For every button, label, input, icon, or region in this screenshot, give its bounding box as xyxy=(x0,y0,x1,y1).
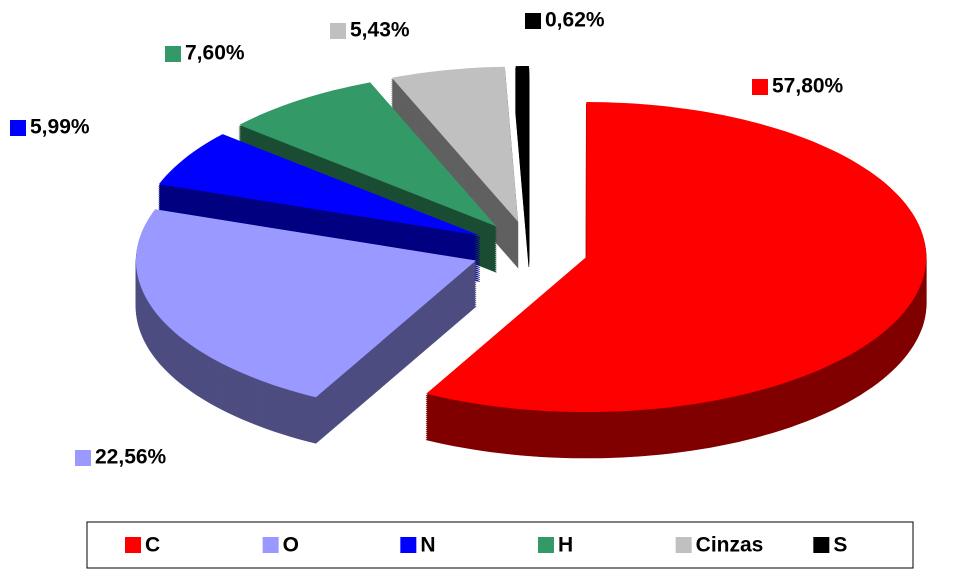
slice xyxy=(426,102,927,412)
legend-label: N xyxy=(420,534,435,557)
legend-swatch xyxy=(125,537,141,553)
label-swatch xyxy=(75,450,91,466)
slice xyxy=(158,134,480,236)
legend-label: O xyxy=(283,534,299,557)
data-label: 5,99% xyxy=(30,116,90,139)
data-label: 22,56% xyxy=(95,446,167,469)
slice xyxy=(391,66,518,222)
legend-label: H xyxy=(558,534,573,557)
legend-swatch xyxy=(538,537,554,553)
slice xyxy=(515,66,529,222)
label-swatch xyxy=(10,120,26,136)
label-swatch xyxy=(165,46,181,62)
data-label: 5,43% xyxy=(350,19,410,42)
legend-swatch xyxy=(262,537,279,553)
legend-label: C xyxy=(145,534,160,557)
legend-label: Cinzas xyxy=(696,534,764,557)
slice xyxy=(239,82,497,227)
legend-swatch xyxy=(813,537,830,553)
label-swatch xyxy=(752,79,768,95)
data-label: 0,62% xyxy=(545,9,605,32)
legend-swatch xyxy=(400,537,417,553)
data-label: 7,60% xyxy=(185,42,245,65)
label-swatch xyxy=(330,23,346,39)
label-swatch xyxy=(525,13,541,29)
legend-swatch xyxy=(675,537,692,553)
slice xyxy=(136,209,476,398)
legend-box xyxy=(86,521,914,569)
legend-label: S xyxy=(833,534,847,557)
data-label: 57,80% xyxy=(772,75,844,98)
